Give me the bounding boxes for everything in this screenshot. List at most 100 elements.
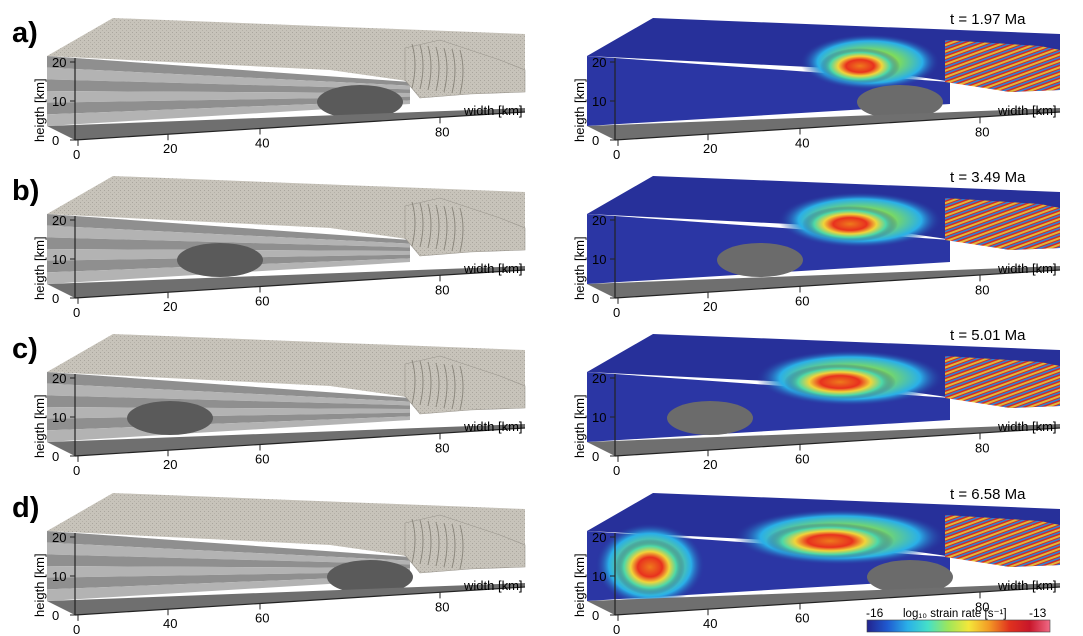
- x-tick-label: 20: [163, 457, 177, 472]
- thrust-wedge: [404, 355, 526, 415]
- strata-layer: [47, 67, 410, 90]
- y-tick-label: 20: [592, 530, 606, 545]
- rigid-dome: [857, 85, 943, 119]
- strata-layer: [47, 56, 410, 86]
- x-axis-label: width [km]: [463, 419, 523, 434]
- colorbar: -16 log₁₀ strain rate [s⁻¹] -13: [866, 606, 1051, 633]
- thrust-wedge: [404, 197, 526, 257]
- thrust-fault: [459, 365, 464, 411]
- thrust-strain-band: [945, 515, 1060, 567]
- rigid-dome: [667, 401, 753, 435]
- y-axis-label: heigth [km]: [572, 236, 587, 300]
- x-tick-label: 60: [795, 294, 809, 309]
- thrust-fault: [451, 364, 456, 410]
- y-tick-label: 20: [52, 530, 66, 545]
- y-tick-label: 20: [52, 55, 66, 70]
- y-tick-label: 10: [52, 569, 66, 584]
- thrust-fault: [459, 207, 464, 253]
- y-tick-label: 10: [52, 410, 66, 425]
- y-tick-label: 0: [592, 608, 599, 623]
- thrust-fault: [411, 359, 416, 405]
- x-tick-label: 80: [975, 440, 989, 455]
- panel-label: c): [12, 333, 38, 365]
- base-plate: [47, 266, 525, 298]
- x-axis-label: width [km]: [997, 578, 1057, 593]
- y-axis-label: heigth [km]: [32, 236, 47, 300]
- x-tick-label: 40: [795, 136, 809, 151]
- rigid-dome: [717, 243, 803, 277]
- strain-zone: [766, 523, 894, 559]
- x-tick-label: 80: [435, 599, 449, 614]
- thrust-fault: [435, 46, 440, 92]
- x-axis: [614, 427, 1061, 457]
- thrust-fault: [411, 43, 416, 89]
- y-tick-label: 10: [592, 252, 606, 267]
- thrust-fault: [427, 361, 432, 407]
- panel-d: d) 0 10 20 0 40 60 80 width [km] heigth [km] 0 10 20…: [12, 486, 1061, 636]
- y-axis-label: heigth [km]: [32, 78, 47, 142]
- strata-layer: [47, 416, 410, 442]
- base-plate: [47, 583, 525, 615]
- y-tick-label: 10: [52, 252, 66, 267]
- strata-layer: [47, 571, 410, 590]
- thrust-fault: [427, 45, 432, 91]
- x-axis-label: width [km]: [997, 419, 1057, 434]
- thrust-fault: [419, 360, 424, 406]
- strata-layer: [47, 225, 410, 248]
- x-tick-label: 60: [255, 452, 269, 467]
- base-plate: [587, 266, 1060, 298]
- strain-rate-model: 0 10 20 0 20 60 80 width [km] heigth [km] t = 3.4…: [572, 169, 1061, 320]
- strata-layer: [47, 91, 410, 103]
- x-tick-label: 40: [255, 136, 269, 151]
- y-axis-label: heigth [km]: [32, 394, 47, 458]
- x-axis: [74, 111, 526, 141]
- x-tick-label: 80: [435, 282, 449, 297]
- x-axis: [614, 111, 1061, 141]
- x-axis-label: width [km]: [463, 578, 523, 593]
- time-label: t = 5.01 Ma: [950, 327, 1026, 344]
- y-tick-label: 20: [592, 55, 606, 70]
- rigid-dome: [177, 243, 263, 277]
- x-tick-label: 80: [975, 599, 989, 614]
- strain-rate-model: 0 10 20 0 40 60 80 width [km] heigth [km] t = 6.5…: [572, 486, 1061, 636]
- x-axis: [74, 269, 526, 299]
- y-tick-label: 0: [592, 449, 599, 464]
- base-plate: [587, 108, 1060, 140]
- x-tick-label: 20: [703, 141, 717, 156]
- base-plate: [47, 424, 525, 456]
- strain-front-face: [587, 56, 950, 126]
- x-tick-label: 60: [795, 452, 809, 467]
- sandbox-model: 0 10 20 0 20 60 80 width [km] heigth [km]: [32, 334, 526, 478]
- x-axis: [614, 269, 1061, 299]
- panel-a: a) 0 10 20 0 20 40 80 width [km] heigth [km] 0 10 20…: [12, 11, 1061, 162]
- x-tick-label: 60: [795, 611, 809, 626]
- thrust-fault: [419, 519, 424, 565]
- strata-layer: [47, 554, 410, 568]
- thrust-fault: [443, 47, 448, 93]
- thrust-fault: [435, 362, 440, 408]
- sandbox-model: 0 10 20 0 40 60 80 width [km] heigth [km]: [32, 493, 526, 636]
- strata-layer: [47, 372, 410, 402]
- base-plate: [47, 108, 525, 140]
- x-axis: [74, 586, 526, 616]
- thrust-fault: [419, 44, 424, 90]
- x-tick-label: 0: [613, 622, 620, 636]
- x-axis-label: width [km]: [463, 103, 523, 118]
- x-tick-label: 0: [73, 622, 80, 636]
- x-tick-label: 80: [975, 282, 989, 297]
- rigid-dome: [327, 560, 413, 594]
- panels: a) 0 10 20 0 20 40 80 width [km] heigth [km] 0 10 20…: [12, 11, 1061, 636]
- x-tick-label: 60: [255, 611, 269, 626]
- thrust-strain-band: [945, 40, 1060, 92]
- strain-rate-model: 0 10 20 0 20 40 80 width [km] heigth [km] t = 1.9…: [572, 11, 1061, 162]
- base-plate: [587, 583, 1060, 615]
- strain-zone: [615, 539, 685, 595]
- x-tick-label: 80: [975, 124, 989, 139]
- y-tick-label: 0: [52, 608, 59, 623]
- x-tick-label: 0: [73, 305, 80, 320]
- strata-layer: [47, 575, 410, 601]
- x-tick-label: 60: [255, 294, 269, 309]
- strata-layer: [47, 79, 410, 93]
- sandbox-model: 0 10 20 0 20 40 80 width [km] heigth [km]: [32, 18, 526, 162]
